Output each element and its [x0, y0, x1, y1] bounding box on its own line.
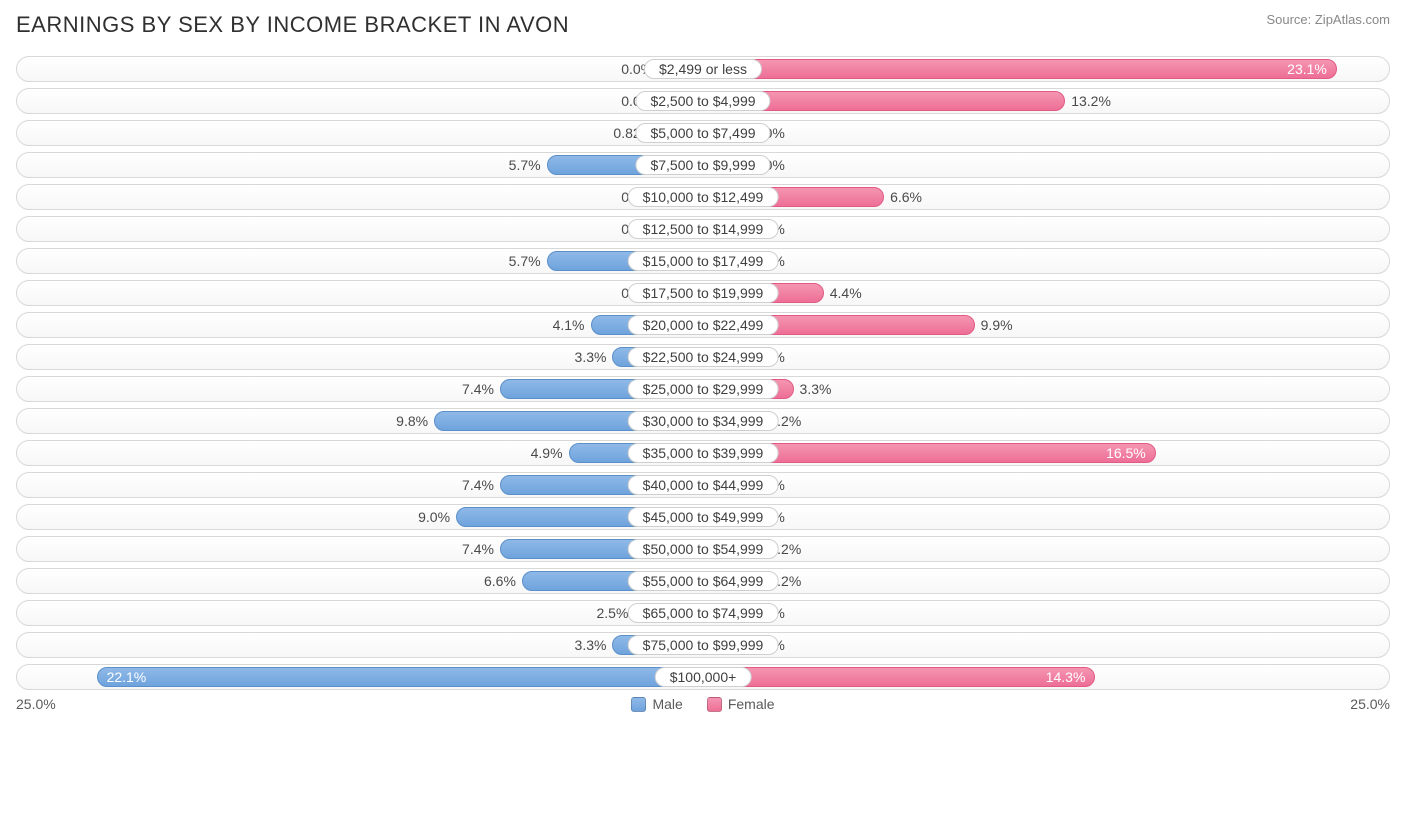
male-pct-label: 22.1% [97, 665, 147, 689]
category-label: $75,000 to $99,999 [628, 635, 779, 655]
chart-row: 0.82%0.0%$5,000 to $7,499 [16, 120, 1390, 146]
category-label: $12,500 to $14,999 [628, 219, 779, 239]
female-pct-label: 9.9% [975, 313, 1013, 337]
female-bar [703, 667, 1095, 687]
axis-max-left: 25.0% [16, 696, 56, 712]
category-label: $5,000 to $7,499 [635, 123, 770, 143]
male-pct-label: 9.8% [396, 409, 434, 433]
category-label: $65,000 to $74,999 [628, 603, 779, 623]
chart-row: 0.0%1.1%$12,500 to $14,999 [16, 216, 1390, 242]
category-label: $2,500 to $4,999 [635, 91, 770, 111]
chart-title: EARNINGS BY SEX BY INCOME BRACKET IN AVO… [16, 12, 569, 38]
category-label: $17,500 to $19,999 [628, 283, 779, 303]
chart-row: 0.0%6.6%$10,000 to $12,499 [16, 184, 1390, 210]
chart-row: 4.9% 16.5% $35,000 to $39,999 [16, 440, 1390, 466]
category-label: $7,500 to $9,999 [635, 155, 770, 175]
chart-footer: 25.0% Male Female 25.0% [16, 696, 1390, 712]
male-pct-label: 4.1% [553, 313, 591, 337]
chart-row: 7.4%2.2%$50,000 to $54,999 [16, 536, 1390, 562]
category-label: $50,000 to $54,999 [628, 539, 779, 559]
male-pct-label: 6.6% [484, 569, 522, 593]
chart-row: 3.3%0.0%$75,000 to $99,999 [16, 632, 1390, 658]
category-label: $100,000+ [655, 667, 752, 687]
category-label: $40,000 to $44,999 [628, 475, 779, 495]
chart-area: 0.0%23.1%$2,499 or less0.0%13.2%$2,500 t… [16, 56, 1390, 690]
category-label: $55,000 to $64,999 [628, 571, 779, 591]
male-pct-label: 3.3% [575, 345, 613, 369]
chart-row: 9.8%2.2%$30,000 to $34,999 [16, 408, 1390, 434]
category-label: $35,000 to $39,999 [628, 443, 779, 463]
chart-row: 3.3%0.0%$22,500 to $24,999 [16, 344, 1390, 370]
female-pct-label: 14.3% [1046, 665, 1096, 689]
female-pct-label: 16.5% [1106, 441, 1156, 465]
category-label: $30,000 to $34,999 [628, 411, 779, 431]
female-pct-label: 3.3% [794, 377, 832, 401]
category-label: $15,000 to $17,499 [628, 251, 779, 271]
male-pct-label: 5.7% [509, 153, 547, 177]
male-pct-label: 7.4% [462, 377, 500, 401]
legend-male-label: Male [652, 696, 682, 712]
category-label: $10,000 to $12,499 [628, 187, 779, 207]
category-label: $25,000 to $29,999 [628, 379, 779, 399]
chart-row: 9.0%1.1%$45,000 to $49,999 [16, 504, 1390, 530]
chart-row: 0.0%13.2%$2,500 to $4,999 [16, 88, 1390, 114]
chart-row: 7.4% 3.3% $25,000 to $29,999 [16, 376, 1390, 402]
male-pct-label: 4.9% [531, 441, 569, 465]
female-pct-label: 13.2% [1065, 89, 1111, 113]
male-bar [97, 667, 703, 687]
male-swatch [631, 697, 646, 712]
male-pct-label: 3.3% [575, 633, 613, 657]
chart-row: 7.4%0.0%$40,000 to $44,999 [16, 472, 1390, 498]
chart-row: 4.1% 9.9% $20,000 to $22,499 [16, 312, 1390, 338]
female-pct-label: 6.6% [884, 185, 922, 209]
chart-row: 22.1% 14.3% $100,000+ [16, 664, 1390, 690]
female-pct-label: 23.1% [1287, 57, 1337, 81]
category-label: $45,000 to $49,999 [628, 507, 779, 527]
male-pct-label: 9.0% [418, 505, 456, 529]
chart-row: 5.7%0.0%$7,500 to $9,999 [16, 152, 1390, 178]
male-pct-label: 7.4% [462, 473, 500, 497]
female-bar [703, 59, 1337, 79]
male-pct-label: 5.7% [509, 249, 547, 273]
axis-max-right: 25.0% [1350, 696, 1390, 712]
legend: Male Female [631, 696, 774, 712]
female-swatch [707, 697, 722, 712]
chart-row: 5.7%0.0%$15,000 to $17,499 [16, 248, 1390, 274]
chart-row: 0.0%4.4%$17,500 to $19,999 [16, 280, 1390, 306]
legend-item-female: Female [707, 696, 775, 712]
category-label: $20,000 to $22,499 [628, 315, 779, 335]
source-label: Source: ZipAtlas.com [1266, 12, 1390, 27]
female-pct-label: 4.4% [824, 281, 862, 305]
chart-row: 0.0%23.1%$2,499 or less [16, 56, 1390, 82]
legend-female-label: Female [728, 696, 775, 712]
male-pct-label: 7.4% [462, 537, 500, 561]
category-label: $22,500 to $24,999 [628, 347, 779, 367]
category-label: $2,499 or less [644, 59, 762, 79]
chart-row: 6.6%2.2%$55,000 to $64,999 [16, 568, 1390, 594]
legend-item-male: Male [631, 696, 682, 712]
chart-row: 2.5%0.0%$65,000 to $74,999 [16, 600, 1390, 626]
